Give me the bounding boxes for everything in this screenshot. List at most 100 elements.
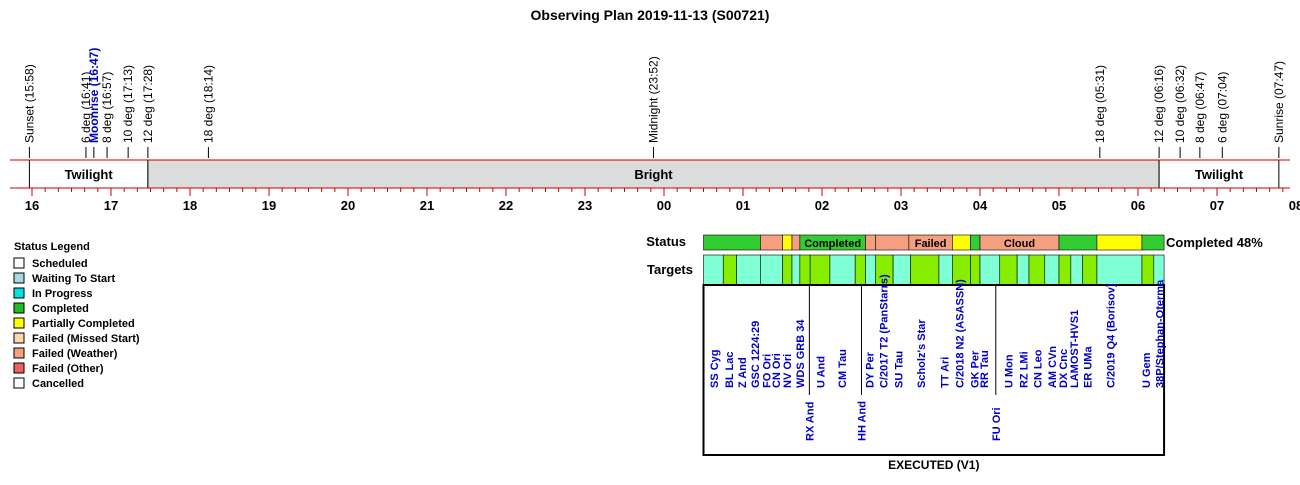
legend-swatch [13,257,25,269]
legend-swatch [13,347,25,359]
axis-tick-label: 20 [341,198,355,213]
target-name: CN Ori [771,353,783,388]
legend-label: Partially Completed [32,318,135,330]
legend-title: Status Legend [14,241,90,253]
sky-band-label: Twilight [65,167,114,182]
status-summary: Completed 48% [1166,235,1263,250]
status-segment-label: Completed [804,238,861,250]
status-legend: Status Legend Scheduled Waiting To Start In… [13,241,140,390]
axis-tick-label: 06 [1131,198,1145,213]
sky-band [147,159,1160,189]
event-marker-label: 8 deg (06:47) [1193,72,1207,143]
axis-tick-label: 05 [1052,198,1066,213]
legend-label: Completed [32,303,89,315]
target-name: U And [815,356,827,388]
target-name: U Mon [1003,354,1015,388]
axis-tick-label: 08 [1289,198,1300,213]
target-block [1016,254,1030,286]
legend-swatch [13,287,25,299]
time-axis: Twilight Bright Twilight 16 17 18 19 20 21 22 23 00… [10,159,1300,213]
target-name: RX And [804,402,816,441]
legend-label: Cancelled [32,378,84,390]
target-block [999,254,1018,286]
target-block [1141,254,1155,286]
target-name: 38P/Stephan-Oterma [1154,279,1166,388]
target-block [970,254,981,286]
status-row: Status Completed Failed Cloud Completed 48% [646,234,1263,251]
event-marker-label: Sunset (15:58) [22,64,36,143]
status-segment [1058,234,1098,251]
target-name: C/2019 Q4 (Borisov) [1105,283,1117,388]
axis-tick-label: 02 [815,198,829,213]
axis-tick-label: 22 [499,198,513,213]
target-name: HH And [857,401,869,441]
event-marker-label: 6 deg (16:41) [79,72,93,143]
legend-swatch [13,317,25,329]
legend-swatch [13,332,25,344]
status-segment [703,234,761,251]
target-name: GSC 1224:29 [750,321,762,388]
targets-footer: EXECUTED (V1) [888,458,979,472]
target-block [1044,254,1060,286]
sky-band-label: Bright [634,167,673,182]
legend-label: Failed (Other) [32,363,104,375]
target-block [1070,254,1083,286]
legend-label: Failed (Weather) [32,348,118,360]
sky-band [28,159,149,189]
axis-tick-label: 03 [894,198,908,213]
target-block [782,254,793,286]
target-name: AM CVn [1047,346,1059,388]
target-name: RZ LMi [1018,351,1030,388]
target-block [809,254,831,286]
axis-tick-label: 04 [973,198,988,213]
status-segment-label: Failed [915,238,947,250]
legend-label: In Progress [32,288,93,300]
status-segment [970,234,981,251]
event-marker-label: 12 deg (06:16) [1152,65,1166,143]
status-segment [1096,234,1143,251]
target-block [799,254,811,286]
axis-tick-label: 00 [657,198,671,213]
target-block [910,254,940,286]
axis-tick-label: 19 [262,198,276,213]
target-block [1082,254,1098,286]
target-name: RR Tau [979,350,991,388]
target-block [938,254,953,286]
target-block [1028,254,1046,286]
event-marker-label: 8 deg (16:57) [100,72,114,143]
target-name: C/2017 T2 (PanStarrs) [879,274,891,388]
event-marker-label: 12 deg (17:28) [141,65,155,143]
target-name: CM Tau [837,349,849,388]
legend-swatch [13,377,25,389]
axis-tick-label: 17 [104,198,118,213]
event-marker-label: 10 deg (06:32) [1173,65,1187,143]
target-name: Scholz's Star [916,319,928,388]
target-name: SS Cyg [709,349,721,388]
event-marker-label: 18 deg (18:14) [201,65,215,143]
axis-tick-label: 01 [736,198,750,213]
targets-box [702,284,1166,456]
status-segment [865,234,877,251]
legend-label: Scheduled [32,258,88,270]
target-block [1096,254,1143,286]
target-block [892,254,911,286]
event-marker-label: Moonrise (16:47) [87,48,101,143]
axis-tick-label: 16 [25,198,39,213]
target-name: U Gem [1141,352,1153,388]
target-block [703,254,724,286]
legend-label: Failed (Missed Start) [32,333,140,345]
sky-band [1158,159,1280,189]
status-segment [1141,234,1165,251]
target-block [760,254,783,286]
event-markers: Sunset (15:58) 6 deg (16:41)Moonrise (16:… [22,48,1286,158]
status-segment [760,234,783,251]
axis-tick-label: 23 [578,198,592,213]
status-segment-label: Cloud [1004,238,1035,250]
event-marker-label: 10 deg (17:13) [121,65,135,143]
status-segment [952,234,971,251]
target-name: SU Tau [894,351,906,388]
target-name: CN Leo [1033,349,1045,388]
legend-swatch [13,302,25,314]
target-block [722,254,737,286]
